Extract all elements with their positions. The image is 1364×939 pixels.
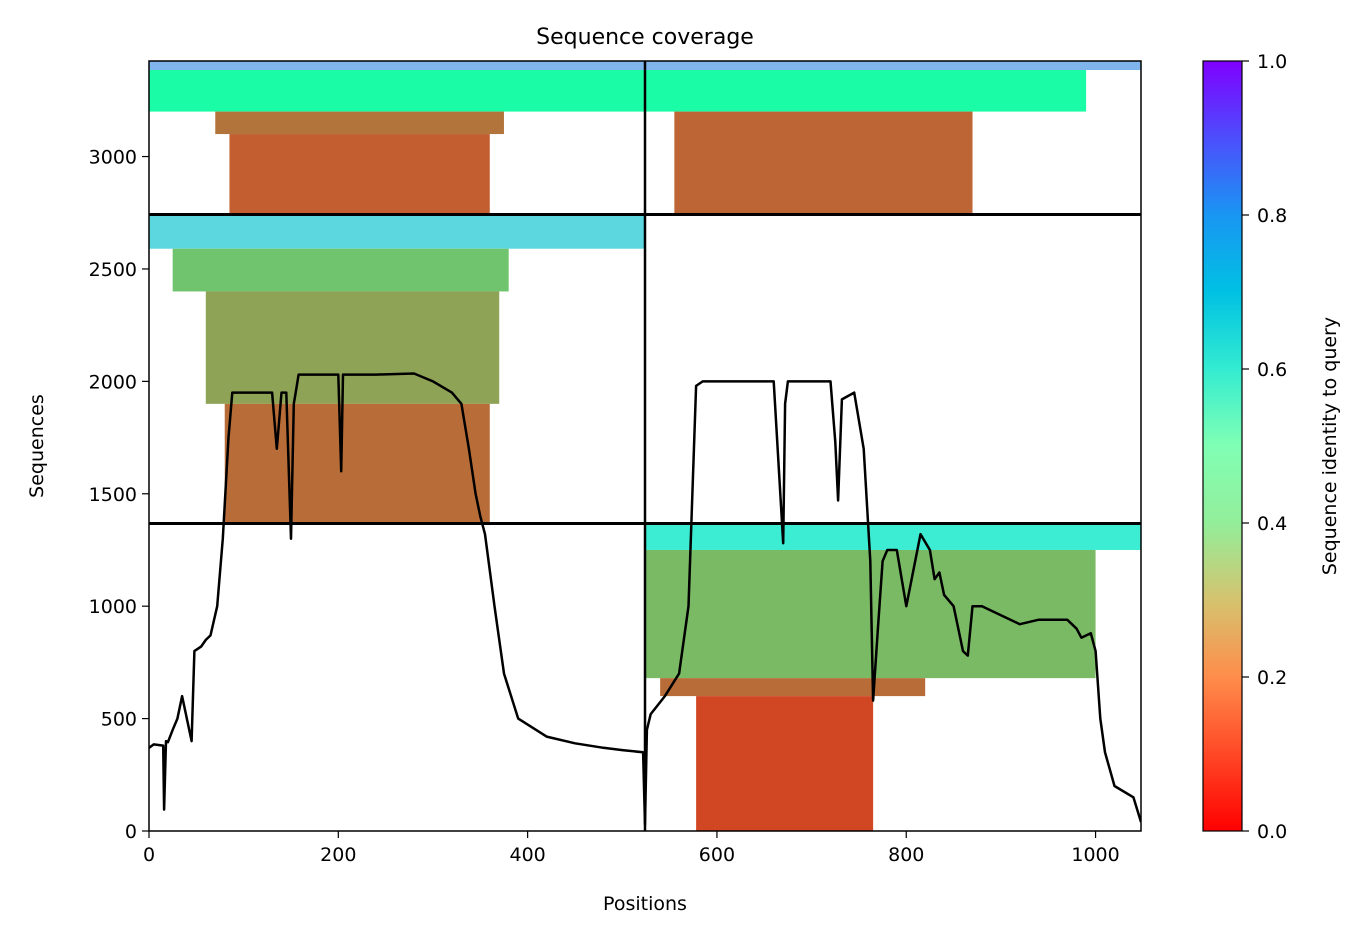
x-tick-label: 0 [143,844,155,866]
coverage-block-7 [149,214,645,249]
colorbar-tick-label: 0.2 [1257,667,1287,689]
coverage-block-1 [149,69,645,112]
colorbar [1202,60,1243,832]
colorbar-tick-label: 0.6 [1257,359,1287,381]
coverage-block-14 [696,696,874,831]
y-tick-label: 1000 [89,596,137,618]
colorbar-tick-label: 1.0 [1257,51,1287,73]
coverage-line [149,372,1141,826]
x-axis-label: Positions [603,893,687,915]
y-tick-label: 2000 [89,371,137,393]
coverage-block-3 [229,134,490,215]
y-axis-label: Sequences [26,394,48,498]
plot-frame [148,60,1142,832]
coverage-block-11 [645,523,1141,550]
coverage-block-0 [149,61,645,70]
y-tick-label: 3000 [89,147,137,169]
x-tick-label: 600 [699,844,735,866]
y-axis-ticks: 0 500 1000 1500 2000 2500 3000 [89,147,149,843]
coverage-block-8 [172,248,509,292]
coverage-block-10 [224,403,490,524]
x-tick-label: 800 [888,844,924,866]
y-tick-label: 2500 [89,259,137,281]
coverage-block-9 [205,291,500,404]
coverage-line-layer [149,372,1141,826]
y-tick-label: 1500 [89,484,137,506]
x-tick-label: 400 [509,844,545,866]
colorbar-label: Sequence identity to query [1319,317,1341,575]
colorbar-tick-label: 0.8 [1257,205,1287,227]
y-tick-label: 500 [101,709,137,731]
chart-title: Sequence coverage [536,25,754,50]
x-tick-label: 1000 [1071,844,1119,866]
coverage-block-4 [645,61,1141,70]
coverage-block-6 [674,111,973,215]
coverage-block-5 [645,69,1087,112]
coverage-block-2 [215,111,504,135]
x-tick-label: 200 [320,844,356,866]
colorbar-ticks: 0.0 0.2 0.4 0.6 0.8 1.0 [1242,51,1287,843]
colorbar-tick-label: 0.0 [1257,821,1287,843]
x-axis-ticks: 0 200 400 600 800 1000 [143,831,1120,866]
coverage-block-13 [660,678,926,697]
segment-boundaries [149,61,1141,831]
y-tick-label: 0 [125,821,137,843]
colorbar-tick-label: 0.4 [1257,513,1287,535]
